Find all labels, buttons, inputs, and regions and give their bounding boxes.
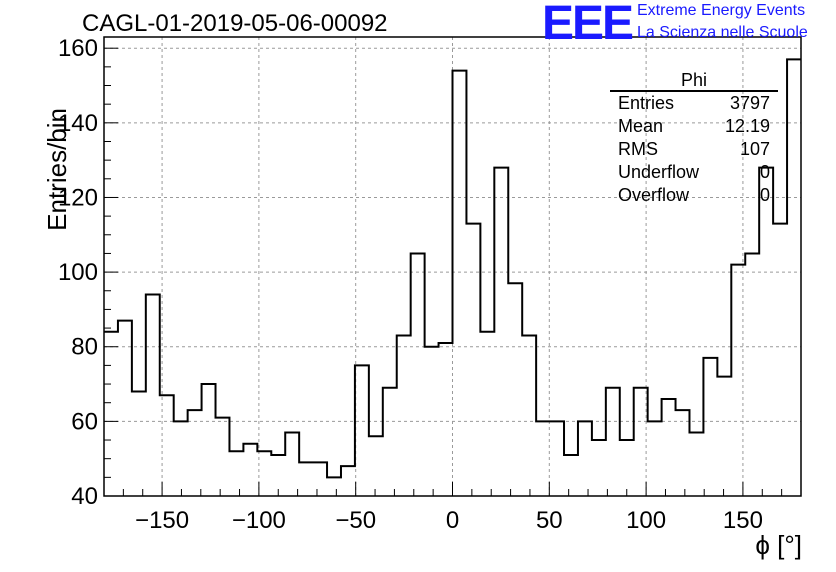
y-axis-label: Entries/bin bbox=[42, 108, 72, 231]
stats-key: RMS bbox=[618, 139, 658, 159]
histogram-bin bbox=[606, 388, 620, 496]
stats-row: RMS 107 bbox=[610, 138, 778, 161]
histogram-bin bbox=[229, 451, 243, 496]
histogram-bin bbox=[676, 410, 690, 496]
histogram-bin bbox=[550, 421, 564, 496]
y-tick-label: 120 bbox=[58, 184, 98, 211]
chart-title: CAGL-01-2019-05-06-00092 bbox=[82, 10, 388, 37]
eee-logo: EEE bbox=[542, 0, 634, 50]
x-axis-label: ϕ [°] bbox=[755, 530, 802, 560]
stats-key: Underflow bbox=[618, 162, 700, 182]
histogram-bin bbox=[439, 343, 453, 496]
histogram-bin bbox=[341, 466, 355, 496]
histogram-bin bbox=[522, 336, 536, 496]
histogram-bin bbox=[453, 71, 467, 496]
y-tick-label: 80 bbox=[71, 334, 98, 361]
histogram-step-line bbox=[104, 58, 801, 479]
stats-key: Overflow bbox=[618, 185, 690, 205]
histogram-bin bbox=[257, 451, 271, 496]
histogram-bin bbox=[146, 294, 160, 496]
histogram-bin bbox=[662, 399, 676, 496]
x-axis: −150 −100 −50 0 50 100 150 bbox=[103, 482, 802, 534]
logo-line-1: Extreme Energy Events bbox=[637, 2, 806, 19]
histogram-bin bbox=[703, 358, 717, 496]
stats-value: 3797 bbox=[729, 93, 770, 113]
histogram-bin bbox=[466, 224, 480, 496]
histogram-bin bbox=[411, 253, 425, 496]
stats-value: 0 bbox=[759, 185, 770, 205]
histogram-bin bbox=[592, 440, 606, 496]
y-tick-label: 140 bbox=[58, 110, 98, 137]
histogram-bin bbox=[689, 433, 703, 496]
histogram-bin bbox=[299, 462, 313, 496]
histogram-bin bbox=[369, 436, 383, 496]
histogram-bin bbox=[787, 59, 801, 496]
stats-row: Entries 3797 bbox=[610, 92, 778, 115]
y-tick-label: 100 bbox=[58, 259, 98, 286]
stats-value: 107 bbox=[739, 139, 770, 159]
histogram-bin bbox=[104, 332, 118, 496]
y-tick-label: 160 bbox=[58, 35, 98, 62]
histogram-bin bbox=[285, 433, 299, 496]
histogram-bin bbox=[243, 444, 257, 496]
histogram-bin bbox=[188, 410, 202, 496]
x-tick-label: 150 bbox=[723, 507, 763, 534]
histogram-bin bbox=[620, 440, 634, 496]
histogram-bin bbox=[773, 224, 787, 496]
stats-key: Entries bbox=[618, 93, 675, 113]
histogram-bin bbox=[216, 418, 230, 496]
histogram-bin bbox=[536, 421, 550, 496]
x-tick-label: 50 bbox=[536, 507, 563, 534]
histogram-bin bbox=[118, 321, 132, 496]
logo-line-2: La Scienza nelle Scuole bbox=[637, 24, 808, 41]
histogram-bin bbox=[383, 388, 397, 496]
histogram-bin bbox=[397, 336, 411, 496]
histogram-bin bbox=[634, 388, 648, 496]
histogram-bin bbox=[174, 421, 188, 496]
histogram-bin bbox=[425, 347, 439, 496]
stats-key: Mean bbox=[618, 116, 664, 136]
histogram-bin bbox=[759, 168, 773, 496]
histogram-series bbox=[104, 58, 801, 496]
y-axis-label-box: Entries/bin bbox=[8, 108, 72, 231]
stats-value: 12.19 bbox=[724, 116, 770, 136]
x-tick-label: −50 bbox=[335, 507, 376, 534]
x-tick-label: 100 bbox=[626, 507, 666, 534]
histogram-bin bbox=[132, 392, 146, 496]
stats-box: Phi Entries 3797 Mean 12.19 RMS 107 Unde… bbox=[610, 70, 778, 207]
histogram-bin bbox=[313, 462, 327, 496]
histogram-bin bbox=[717, 377, 731, 496]
stats-row: Overflow 0 bbox=[610, 184, 778, 207]
x-tick-label: −150 bbox=[135, 507, 189, 534]
y-tick-label: 60 bbox=[71, 408, 98, 435]
histogram-bin bbox=[731, 265, 745, 496]
stats-value: 0 bbox=[759, 162, 770, 182]
histogram-bin bbox=[355, 365, 369, 496]
y-axis: 40 60 80 100 120 140 160 bbox=[58, 35, 118, 510]
histogram-bin bbox=[578, 421, 592, 496]
x-tick-label: 0 bbox=[446, 507, 459, 534]
histogram-bin bbox=[202, 384, 216, 496]
histogram-bin bbox=[160, 395, 174, 496]
histogram-bin bbox=[564, 455, 578, 496]
histogram-bin bbox=[327, 477, 341, 496]
y-tick-label: 40 bbox=[71, 483, 98, 510]
stats-row: Mean 12.19 bbox=[610, 115, 778, 138]
stats-title: Phi bbox=[610, 70, 778, 92]
histogram-bin bbox=[648, 421, 662, 496]
x-tick-label: −100 bbox=[232, 507, 286, 534]
histogram-bin bbox=[508, 283, 522, 496]
histogram-bin bbox=[745, 253, 759, 496]
stats-row: Underflow 0 bbox=[610, 161, 778, 184]
histogram-bin bbox=[494, 168, 508, 496]
histogram-bin bbox=[480, 332, 494, 496]
